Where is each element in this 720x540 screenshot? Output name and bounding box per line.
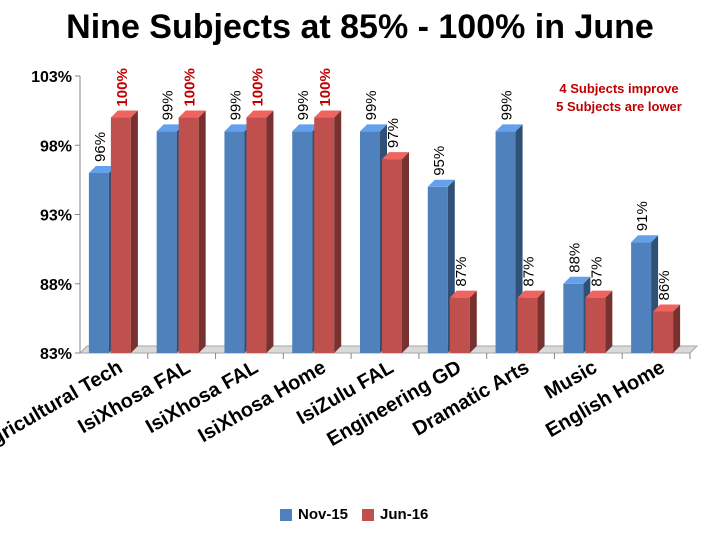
bar-front [360,131,380,353]
chart-annotation: 4 Subjects improve 5 Subjects are lower [536,80,702,116]
bar-top [314,110,342,118]
bar-front [427,186,448,353]
value-label: 96% [92,132,109,162]
value-label: 87% [588,257,605,287]
bar-front [246,117,267,353]
bar-jun-16 [178,110,206,353]
value-label: 87% [453,257,470,287]
bar-top [360,124,387,132]
bar-front [110,117,131,353]
bar-jun-16 [449,290,477,353]
bar-top [495,124,523,132]
legend-label: Jun-16 [380,506,429,523]
value-label: 99% [499,90,516,120]
bar-jun-16 [585,290,613,353]
bar-jun-16 [382,152,409,353]
value-label: 99% [295,90,312,120]
bar-top [449,290,477,298]
bar-front [314,117,335,353]
bar-top [382,152,409,160]
bar-front [156,131,177,353]
bar-top [585,290,613,298]
bar-side [130,110,138,353]
value-label: 87% [521,257,538,287]
bar-front [585,297,606,353]
bar-front [88,172,109,353]
bar-front [382,159,402,353]
bar-top [156,124,184,132]
bar-top [653,304,681,312]
value-labels: 96% 100% 99% 100% 99% 100% 99% 100% 99% 97% 95% 87%… [92,68,673,300]
bar-jun-16 [517,290,545,353]
bar-front [292,131,313,353]
bar-front [224,131,245,353]
y-tick-label: 83% [40,346,72,363]
bar-jun-16 [110,110,138,353]
bar-jun-16 [314,110,342,353]
value-label: 91% [634,201,651,231]
legend-swatch [362,508,375,521]
value-label: 86% [656,270,673,300]
bar-front [178,117,199,353]
bar-side [605,290,613,353]
bar-side [469,290,477,353]
value-label: 100% [182,68,199,106]
bar-front [563,283,584,353]
bar-top [110,110,138,118]
bar-side [673,304,681,353]
chart-legend: Nov-15 Jun-16 [280,506,428,523]
bar-jun-16 [246,110,274,353]
legend-item-nov-15: Nov-15 [280,506,348,523]
value-label: 95% [431,146,448,176]
annotation-line: 5 Subjects are lower [556,99,682,114]
value-label: 100% [249,68,266,106]
value-label: 100% [114,68,131,106]
bar-top [246,110,274,118]
annotation-line: 4 Subjects improve [559,81,679,96]
value-label: 88% [566,243,583,273]
y-tick-label: 98% [40,138,72,155]
bar-front [653,311,674,353]
y-tick-label: 103% [31,69,72,86]
bar-top [427,179,455,187]
bar-side [537,290,545,353]
chart-title: Nine Subjects at 85% - 100% in June [66,8,654,46]
legend-label: Nov-15 [298,506,349,523]
category-label: Dramatic Arts [409,356,533,440]
bar-top [563,276,591,284]
chart-bars [88,110,681,354]
bar-side [334,110,342,353]
bar-top [631,235,659,243]
legend-swatch [280,508,292,521]
value-label: 99% [227,90,244,120]
category-label: English Home [542,356,668,442]
bar-top [292,124,320,132]
value-label: 99% [363,90,380,120]
value-label: 100% [317,68,334,106]
bar-side [402,152,409,353]
bar-front [517,297,538,353]
bar-top [178,110,206,118]
y-tick-label: 88% [40,277,72,294]
bar-top [517,290,545,298]
bar-top [224,124,252,132]
bar-jun-16 [653,304,681,353]
bar-side [266,110,274,353]
bar-side [198,110,206,353]
legend-item-jun-16: Jun-16 [362,506,428,523]
bar-front [495,131,516,353]
bar-front [631,242,652,353]
bar-front [449,297,470,353]
value-label: 97% [385,118,402,148]
y-tick-label: 93% [40,208,72,225]
value-label: 99% [160,90,177,120]
bar-top [88,165,116,173]
